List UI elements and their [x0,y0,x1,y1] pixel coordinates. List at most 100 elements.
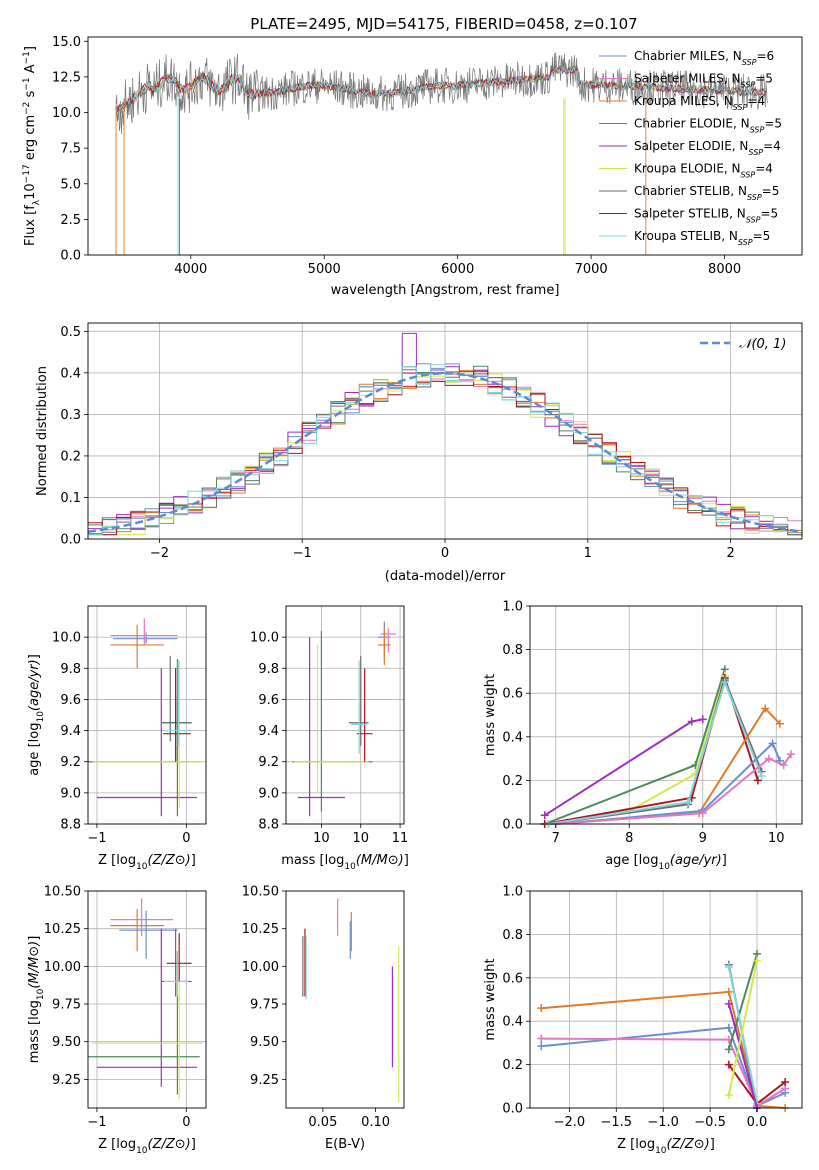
mass-weight-marker [724,1023,733,1032]
legend-entry: Kroupa ELODIE, NSSP=4 [634,162,773,180]
mass-weight-marker [698,715,707,724]
mass-weight-marker [724,999,733,1008]
x-tick-label: 0.10 [361,1115,390,1130]
x-axis-label: Z [log10(Z/Z⊙)] [98,853,196,872]
mass-weight-marker [779,761,788,770]
legend-nssp: 4 [773,139,781,153]
mass-weight-line [727,1003,758,1109]
x-tick-label: 7 [552,831,560,846]
mass-weight-marker [724,1045,733,1054]
x-tick-label: 0.05 [308,1115,337,1130]
plot-area [88,618,203,817]
legend-nssp: 5 [774,117,782,131]
y-tick-label: 0.5 [60,325,81,340]
axes-frame [87,890,207,1109]
mass-weight-line [555,741,781,825]
legend-series-name: Salpeter STELIB [634,207,729,221]
plot-area [115,52,768,256]
x-tick-label: −1 [87,831,106,846]
x-tick-label: 10 [313,831,330,846]
y-tick-label: 10.0 [250,631,279,646]
legend-entry: Kroupa MILES, NSSP=4 [634,94,765,112]
y-tick-label: 15.0 [52,35,81,50]
mass-weight-line [541,1037,786,1108]
mass-weight-line [544,674,759,825]
legend-series-name: Chabrier ELODIE [634,117,733,131]
y-tick-label: 1.0 [502,885,523,900]
axes-frame [87,36,803,256]
y-tick-label: 0.2 [502,1058,523,1073]
legend-subscript: SSP [741,170,756,179]
y-tick-label: 10.00 [44,960,81,975]
x-axis-label: Z [log10(Z/Z⊙)] [617,1137,715,1156]
plot-area [540,665,795,828]
x-tick-label: 4000 [174,262,207,277]
legend-nssp: 5 [763,229,771,243]
y-axis-label: mass [log10(M/M⊙)] [27,936,46,1064]
y-tick-label: 0.6 [502,971,523,986]
y-tick-label: 0.0 [60,249,81,264]
mass-weight-marker [724,1060,733,1069]
plot-area [537,949,790,1112]
y-tick-label: 10.0 [52,106,81,121]
x-tick-label: 9 [699,831,707,846]
plot-area [87,332,803,536]
mass-weight-marker [537,1034,546,1043]
y-tick-label: 0.2 [60,449,81,464]
mass-weight-marker [724,962,733,971]
mass-weight-marker [752,956,761,965]
mass-weight-marker [757,772,766,781]
y-tick-label: 0.2 [502,774,523,789]
mass-weight-marker [764,754,773,763]
y-tick-label: 10.50 [242,885,279,900]
y-tick-label: 9.4 [60,724,81,739]
mass-weight-marker [786,750,795,759]
axes-frame [529,605,803,825]
y-tick-label: 10.50 [44,885,81,900]
legend-subscript: SSP [750,125,765,134]
x-tick-label: −1.5 [601,1115,633,1130]
y-tick-label: 9.50 [250,1035,279,1050]
panel-residuals: −2 −1 0 1 2 0.0 0.1 0.2 0.3 0.4 0.5 (data-model)/er… [35,322,803,584]
y-axis-label: mass weight [483,674,498,756]
legend-nssp: 6 [767,49,775,63]
y-tick-label: 8.8 [60,818,81,833]
y-tick-label: 0.8 [502,928,523,943]
legend-series-name: Kroupa MILES [634,94,716,108]
y-tick-label: 9.25 [250,1073,279,1088]
x-tick-label: 0 [441,546,449,561]
legend: Chabrier MILES, NSSP=6 Salpeter MILES, NS… [599,49,782,247]
legend-nssp: 5 [771,207,779,221]
x-tick-label: −0.5 [694,1115,726,1130]
panel-age_vs_mass: 10 10 11 8.8 9.0 9.2 9.4 9.6 9.8 10.0 mass [log10(… [250,605,409,872]
mass-weight-marker [724,1090,733,1099]
x-tick-label: −2.0 [554,1115,586,1130]
y-tick-label: 2.5 [60,213,81,228]
legend-series-name: Kroupa STELIB [634,229,721,243]
x-tick-label: −2 [150,546,169,561]
mass-weight-line [548,677,763,825]
y-tick-label: 10.0 [52,631,81,646]
y-tick-label: 9.6 [258,693,279,708]
mass-weight-marker [537,1042,546,1051]
x-axis-label: age [log10(age/yr)] [605,853,727,872]
mass-weight-marker [687,717,696,726]
plot-area [302,898,400,1102]
y-tick-label: 1.0 [502,600,523,615]
legend-entry: Salpeter ELODIE, NSSP=4 [634,139,781,157]
x-tick-label: 5000 [308,262,341,277]
x-tick-label: 2 [726,546,734,561]
legend-subscript: SSP [746,215,761,224]
legend-nssp: 5 [772,184,780,198]
panel-spectrum: 4000 5000 6000 7000 8000 0.0 2.5 5.0 7.5 10.0 12.5… [22,35,803,298]
y-tick-label: 10.25 [44,922,81,937]
mass-weight-marker [684,798,693,807]
y-tick-label: 9.75 [250,998,279,1013]
legend-series-name: Chabrier MILES [634,49,725,63]
x-tick-label: 11 [392,831,409,846]
y-tick-label: 0.4 [60,366,81,381]
y-tick-label: 0.3 [60,408,81,423]
mass-weight-marker [720,678,729,687]
y-tick-label: 12.5 [52,70,81,85]
